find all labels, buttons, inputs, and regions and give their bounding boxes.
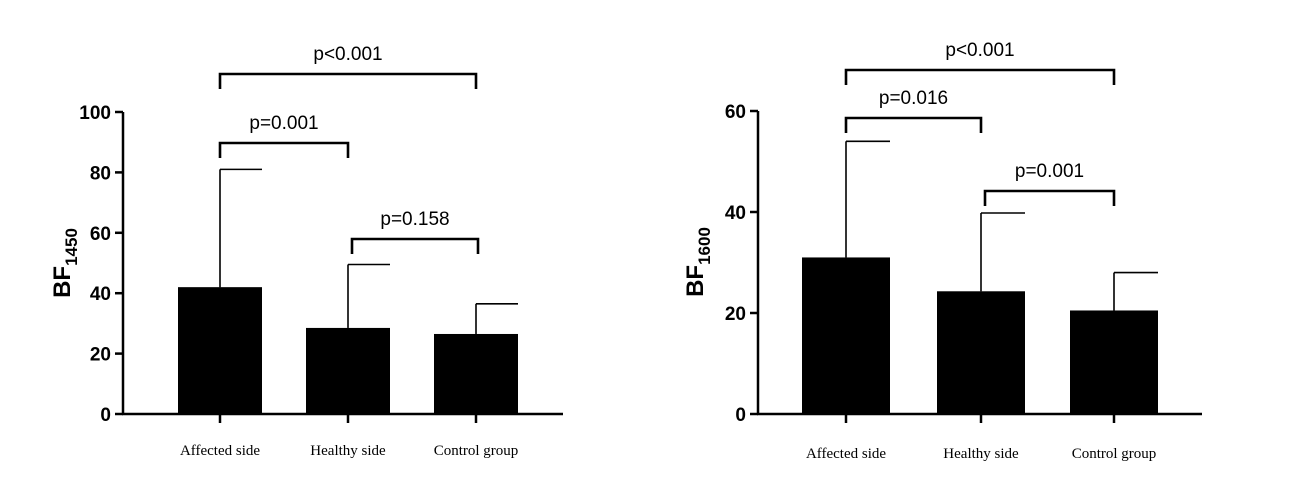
y-tick-label: 60: [725, 102, 746, 123]
chart-2: 0 20 40 60 Affected side Healthy side Control …: [682, 40, 1202, 462]
y-axis-label: BF1600: [682, 227, 714, 297]
category-label: Control group: [1072, 446, 1157, 462]
category-label: Healthy side: [310, 443, 386, 459]
significance-bracket: [844, 68, 1116, 85]
y-tick-label: 60: [90, 224, 111, 245]
p-value-label: p=0.001: [1015, 161, 1084, 182]
y-tick-label: 0: [100, 405, 111, 426]
p-value-label: p=0.001: [249, 113, 318, 134]
category-label: Affected side: [806, 446, 886, 462]
significance-bracket: [983, 189, 1116, 206]
category-label: Affected side: [180, 443, 260, 459]
significance-bracket: [844, 116, 983, 133]
y-tick-label: 20: [725, 304, 746, 325]
p-value-label: p=0.158: [380, 209, 449, 230]
category-label: Healthy side: [943, 446, 1019, 462]
y-axis-label-subscript: 1600: [695, 227, 714, 265]
category-label: Control group: [434, 443, 519, 459]
y-tick-label: 40: [90, 284, 111, 305]
p-value-label: p<0.001: [313, 44, 382, 65]
y-tick-label: 40: [725, 203, 746, 224]
p-value-label: p<0.001: [945, 40, 1014, 61]
y-axis-label: BF1450: [49, 228, 81, 298]
y-axis-label-main: BF: [49, 266, 76, 298]
significance-bracket: [218, 141, 350, 158]
y-axis-label-subscript: 1450: [62, 228, 81, 266]
y-tick-label: 0: [735, 405, 746, 426]
significance-bracket: [350, 237, 480, 254]
y-tick-label: 100: [79, 103, 111, 124]
y-axis-label-main: BF: [682, 265, 709, 297]
chart-1: 0 20 40 60 80 100 Affected side Healthy side Con…: [49, 44, 563, 459]
y-tick-label: 80: [90, 163, 111, 184]
p-value-label: p=0.016: [879, 88, 948, 109]
significance-bracket: [218, 72, 478, 89]
y-tick-label: 20: [90, 345, 111, 366]
